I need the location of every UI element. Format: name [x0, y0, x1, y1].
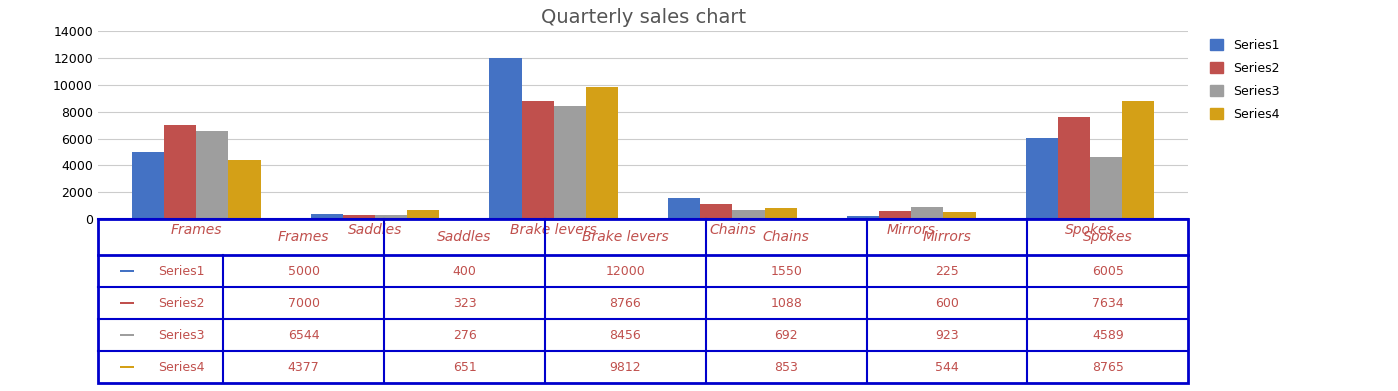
Bar: [120, 302, 134, 304]
Bar: [489, 58, 521, 219]
Text: 5000: 5000: [288, 265, 320, 278]
Bar: [120, 270, 134, 272]
Bar: [944, 212, 976, 219]
Text: Spokes: Spokes: [1083, 230, 1132, 244]
Legend: Series1, Series2, Series3, Series4: Series1, Series2, Series3, Series4: [1205, 34, 1285, 126]
Bar: [120, 334, 134, 336]
Text: 12000: 12000: [605, 265, 646, 278]
Bar: [1058, 117, 1090, 219]
Text: 692: 692: [774, 329, 798, 342]
Bar: [131, 152, 164, 219]
Bar: [668, 198, 700, 219]
Bar: [911, 206, 944, 219]
Bar: [847, 216, 879, 219]
Text: 8766: 8766: [610, 297, 642, 310]
Bar: [765, 208, 797, 219]
Bar: [1090, 158, 1123, 219]
Text: Saddles: Saddles: [438, 230, 492, 244]
Bar: [164, 125, 196, 219]
Bar: [196, 131, 228, 219]
Bar: [310, 213, 343, 219]
Text: 400: 400: [453, 265, 477, 278]
Text: 6005: 6005: [1092, 265, 1124, 278]
Text: 9812: 9812: [610, 361, 642, 374]
Text: 8456: 8456: [610, 329, 642, 342]
Text: Series2: Series2: [158, 297, 206, 310]
Text: 544: 544: [935, 361, 959, 374]
Text: Chains: Chains: [763, 230, 809, 244]
Bar: [228, 160, 260, 219]
Text: 4377: 4377: [288, 361, 320, 374]
Text: 323: 323: [453, 297, 477, 310]
Text: 1550: 1550: [770, 265, 802, 278]
Bar: [733, 210, 765, 219]
Bar: [120, 366, 134, 368]
Bar: [521, 101, 554, 219]
Bar: [407, 210, 439, 219]
Bar: [343, 215, 375, 219]
Text: 7634: 7634: [1092, 297, 1124, 310]
Text: Series4: Series4: [158, 361, 206, 374]
Bar: [554, 106, 586, 219]
Text: 651: 651: [453, 361, 477, 374]
Text: Frames: Frames: [278, 230, 330, 244]
Bar: [1026, 138, 1058, 219]
Title: Quarterly sales chart: Quarterly sales chart: [541, 8, 745, 27]
Text: 8765: 8765: [1092, 361, 1124, 374]
Text: 600: 600: [935, 297, 959, 310]
Text: Mirrors: Mirrors: [923, 230, 972, 244]
Bar: [586, 88, 618, 219]
Bar: [700, 204, 733, 219]
Text: 276: 276: [453, 329, 477, 342]
Text: 923: 923: [935, 329, 959, 342]
Text: 6544: 6544: [288, 329, 320, 342]
Bar: [375, 215, 407, 219]
Text: Brake levers: Brake levers: [582, 230, 668, 244]
Bar: [879, 211, 911, 219]
Text: 853: 853: [774, 361, 798, 374]
Text: Series1: Series1: [158, 265, 206, 278]
Text: Series3: Series3: [158, 329, 206, 342]
Text: 7000: 7000: [288, 297, 320, 310]
Text: 1088: 1088: [770, 297, 802, 310]
Bar: [1123, 101, 1155, 219]
Text: 225: 225: [935, 265, 959, 278]
Text: 4589: 4589: [1092, 329, 1124, 342]
